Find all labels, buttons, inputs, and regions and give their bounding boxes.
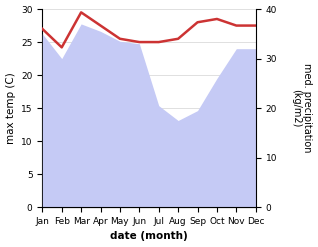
X-axis label: date (month): date (month) [110, 231, 188, 242]
Y-axis label: med. precipitation
(kg/m2): med. precipitation (kg/m2) [291, 63, 313, 153]
Y-axis label: max temp (C): max temp (C) [5, 72, 16, 144]
